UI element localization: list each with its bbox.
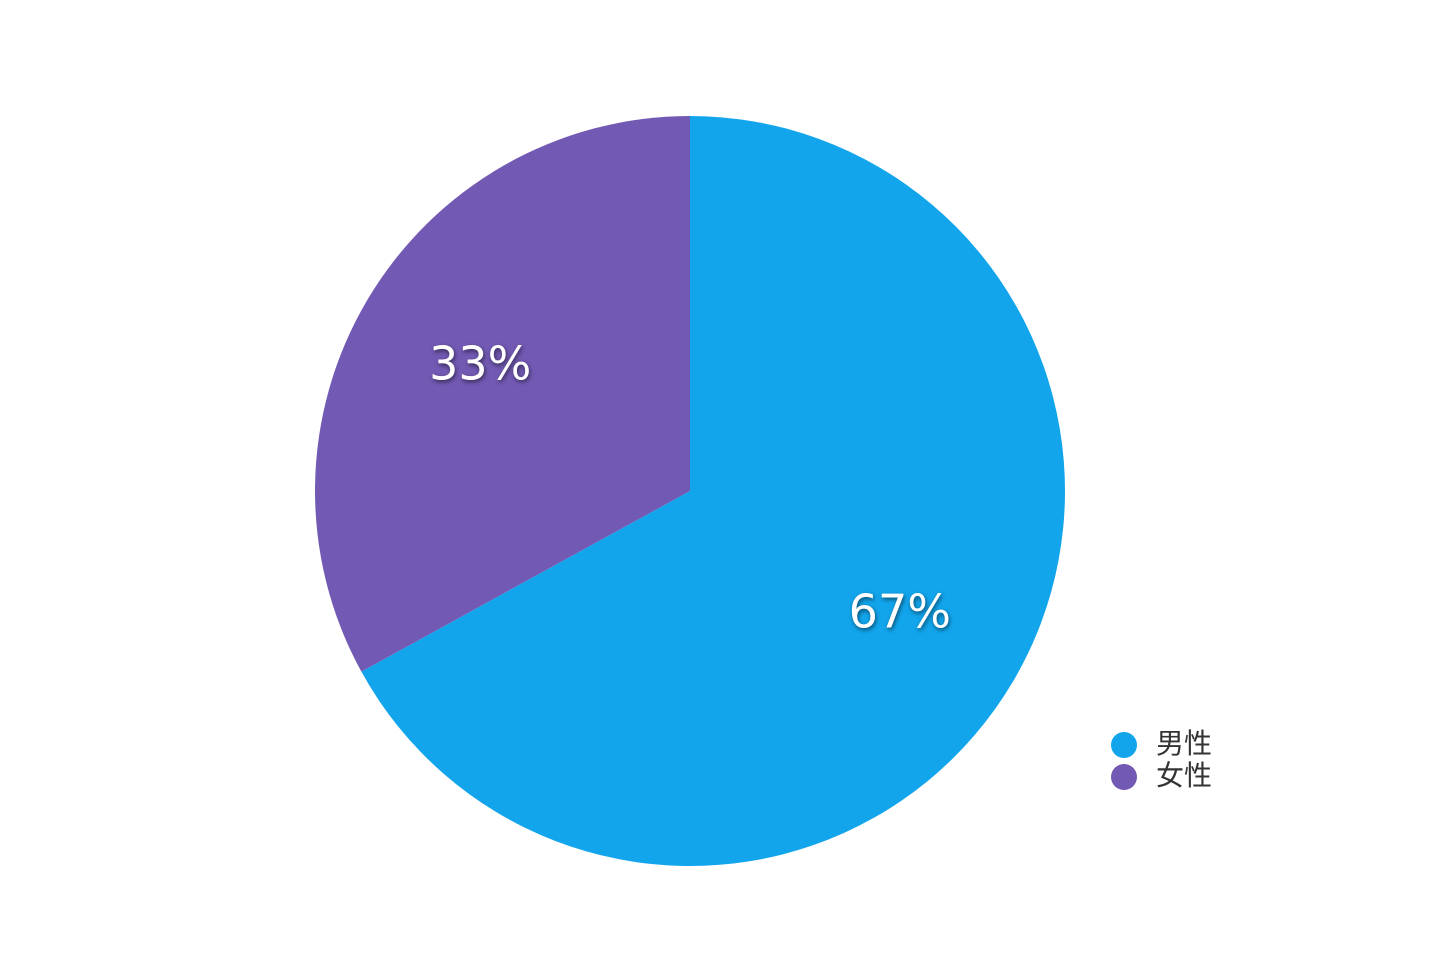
legend-label: 男性 — [1156, 727, 1212, 760]
pie-slice — [361, 116, 1065, 866]
legend-label: 女性 — [1156, 759, 1212, 792]
legend-marker — [1111, 764, 1137, 790]
legend-marker — [1111, 732, 1137, 758]
value-label: 67% — [849, 585, 951, 639]
value-label: 33% — [429, 336, 531, 390]
pie-slice — [314, 116, 690, 672]
